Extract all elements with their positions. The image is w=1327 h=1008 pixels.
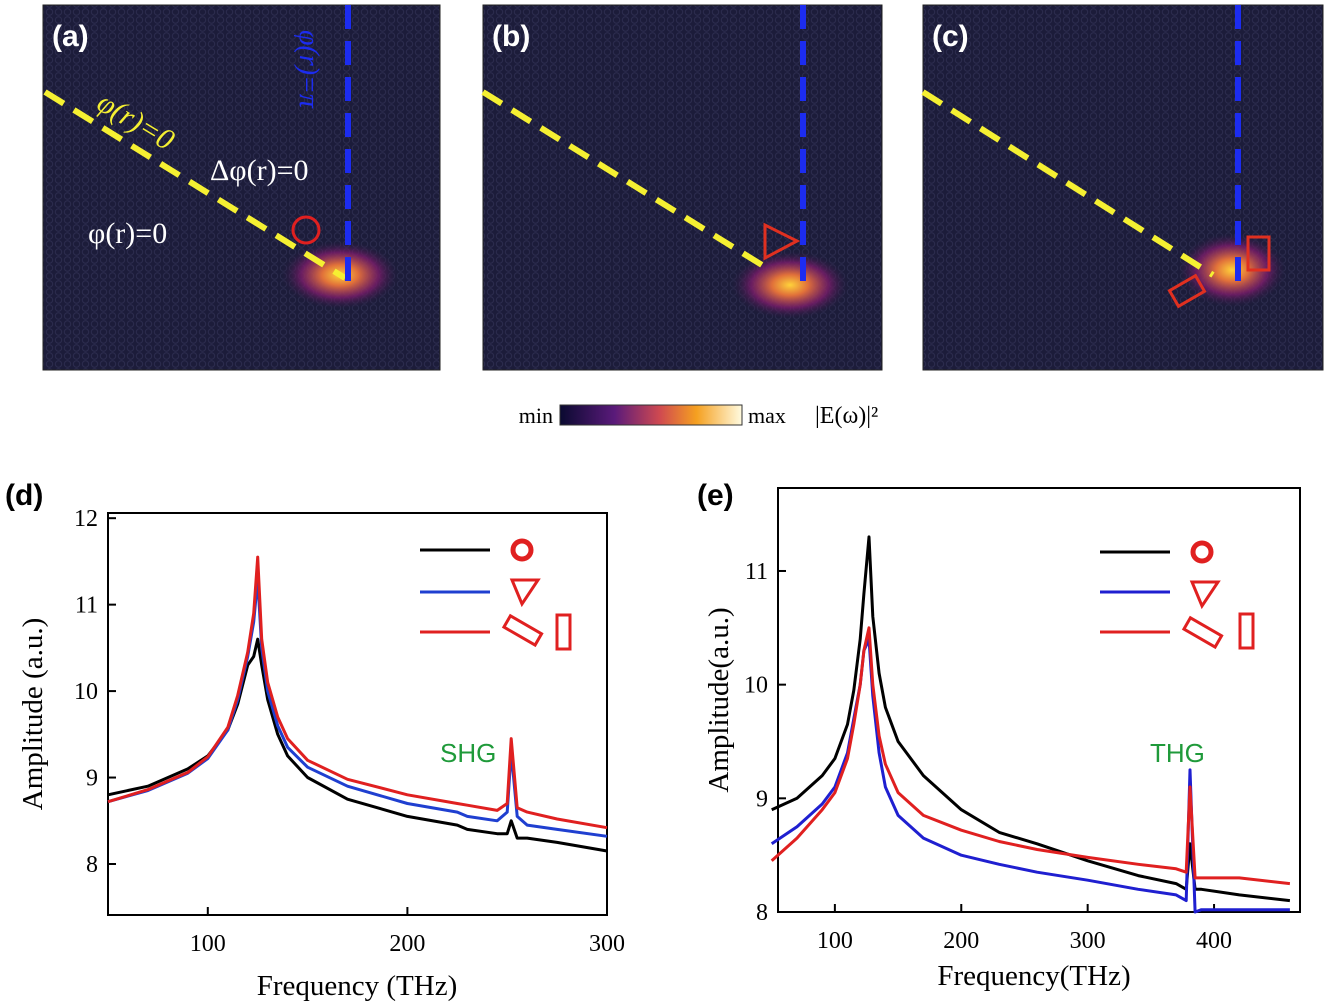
colorbar-min: min <box>519 403 553 428</box>
panel-a: (a) φ(r)=0 Δφ(r)=0 φ(r)=0 φ(r)=π <box>42 4 441 371</box>
annotation: SHG <box>440 738 496 768</box>
y-axis-label: Amplitude (a.u.) <box>17 618 49 810</box>
rect-marker <box>1167 273 1207 309</box>
series-line <box>770 626 1291 886</box>
x-tick-label: 200 <box>943 928 979 954</box>
legend-e <box>1100 540 1255 650</box>
series-line <box>771 535 1291 903</box>
x-tick-label: 300 <box>589 931 625 957</box>
y-tick-label: 11 <box>75 593 98 619</box>
colorbar-quantity: |E(ω)|² <box>815 403 878 429</box>
x-tick-label: 100 <box>817 928 853 954</box>
legend-symbol <box>1189 580 1221 610</box>
dashed-line <box>481 89 772 273</box>
x-axis-label: Frequency(THz) <box>937 960 1130 992</box>
y-tick-label: 9 <box>756 786 768 812</box>
series-line <box>107 577 608 838</box>
triangle-marker <box>763 222 801 261</box>
series-line <box>107 637 608 853</box>
y-tick-label: 12 <box>74 506 98 532</box>
y-axis-label: Amplitude(a.u.) <box>703 607 735 792</box>
annotation: THG <box>1150 738 1205 768</box>
panel-c: (c) <box>921 4 1324 371</box>
y-tick-label: 10 <box>744 673 768 699</box>
legend-symbol <box>555 613 572 651</box>
x-axis-label: Frequency (THz) <box>257 970 458 1002</box>
legend-d <box>420 538 572 651</box>
panel-label: (d) <box>5 479 43 512</box>
legend-symbol <box>1190 540 1214 564</box>
field-map <box>922 4 1324 371</box>
dashed-line <box>43 89 347 281</box>
legend-symbol <box>501 613 544 648</box>
annotation: Δφ(r)=0 <box>210 154 309 187</box>
x-tick-label: 400 <box>1196 928 1232 954</box>
series-line <box>107 555 608 830</box>
colorbar: min max |E(ω)|² <box>519 403 878 429</box>
panel-label: (c) <box>932 20 969 53</box>
panel-label: (a) <box>52 20 89 53</box>
circle-marker <box>291 215 321 245</box>
panel-label: (b) <box>492 20 530 53</box>
panel-label: (e) <box>697 479 734 512</box>
y-tick-label: 9 <box>86 766 98 792</box>
panel-b: (b) <box>481 4 883 371</box>
colorbar-max: max <box>748 403 786 428</box>
legend-symbol <box>1238 612 1255 650</box>
x-tick-label: 100 <box>190 931 226 957</box>
hotspot <box>730 250 850 320</box>
legend-symbol <box>1181 615 1224 650</box>
colorbar-gradient <box>559 404 743 426</box>
legend-symbol <box>509 578 541 608</box>
y-tick-label: 10 <box>74 679 98 705</box>
y-tick-label: 8 <box>756 900 768 926</box>
y-tick-label: 8 <box>86 852 98 878</box>
field-map <box>482 4 883 371</box>
x-tick-label: 200 <box>389 931 425 957</box>
annotation: φ(r)=π <box>293 30 324 109</box>
y-tick-label: 11 <box>745 559 768 585</box>
dashed-line <box>921 89 1215 278</box>
field-map <box>42 4 441 371</box>
series-line <box>770 637 1290 914</box>
plot-frame <box>777 487 1301 913</box>
legend-symbol <box>510 538 534 562</box>
annotation: φ(r)=0 <box>88 217 167 250</box>
rect-marker <box>1246 235 1271 272</box>
x-tick-label: 300 <box>1070 928 1106 954</box>
plot-frame <box>107 512 608 916</box>
